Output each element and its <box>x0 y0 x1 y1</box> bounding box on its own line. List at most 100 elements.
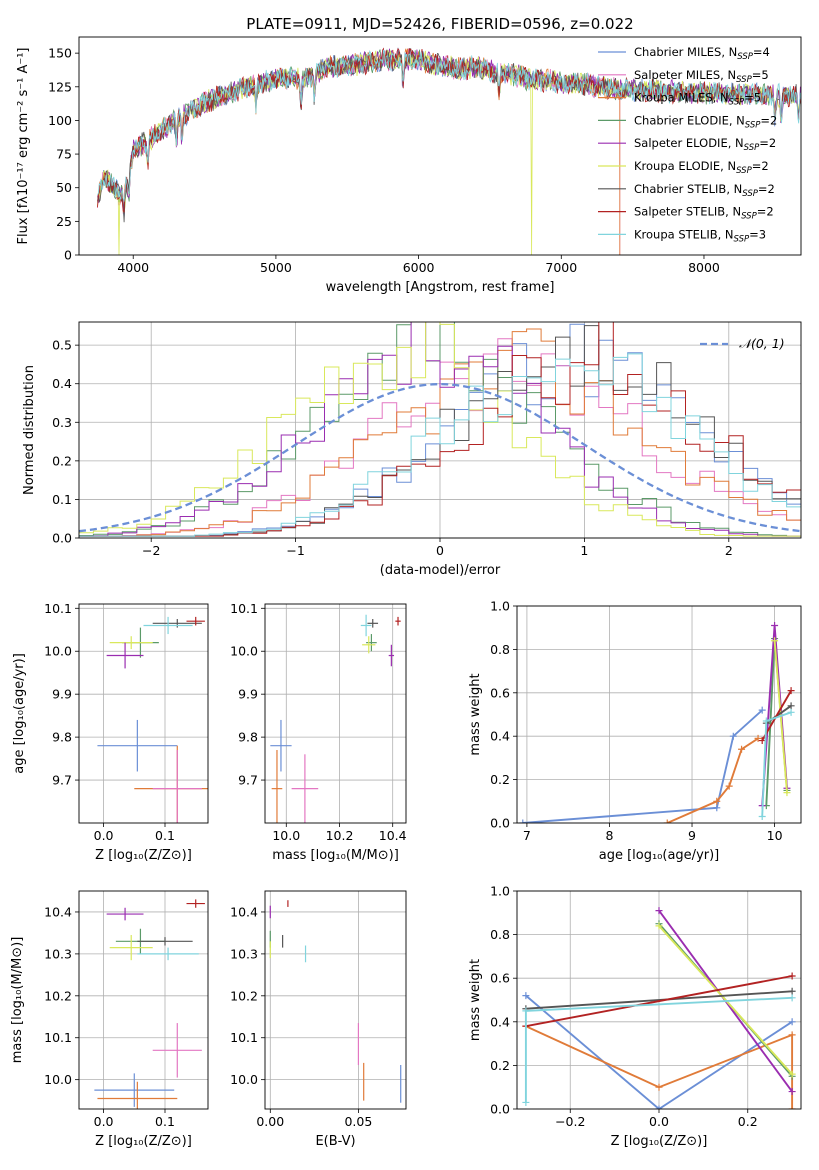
legend-value: =4 <box>753 45 770 59</box>
y-tick-label: 10.0 <box>44 644 72 659</box>
y-tick-label: 125 <box>48 79 72 94</box>
y-tick-label: 0.4 <box>490 729 510 744</box>
gridlines <box>79 604 208 823</box>
legend-value: =2 <box>760 113 777 127</box>
legend-value: =5 <box>744 91 761 105</box>
chart-title: PLATE=0911, MJD=52426, FIBERID=0596, z=0… <box>246 15 633 33</box>
legend-label: Kroupa STELIB, N <box>634 227 734 241</box>
data-layer <box>519 622 795 823</box>
x-axis-label: Z [log₁₀(Z/Z⊙)] <box>95 1134 192 1149</box>
plus-marker <box>788 1105 796 1109</box>
x-tick-label: 0 <box>436 543 444 558</box>
errorbar-point <box>137 937 193 946</box>
errorbar-point <box>106 642 144 669</box>
legend-entry: Salpeter MILES, NSSP=5 <box>634 68 769 85</box>
errorbar-point <box>186 616 205 626</box>
errorbar-point <box>97 1081 178 1109</box>
data-layer <box>270 614 401 823</box>
errorbar-point <box>388 644 395 667</box>
legend-entry: Chabrier STELIB, NSSP=2 <box>634 182 775 199</box>
legend-subscript: SSP <box>734 234 750 244</box>
errorbar-point <box>270 719 292 772</box>
legend-label: Salpeter STELIB, N <box>634 205 741 219</box>
errorbar-point <box>94 1073 175 1107</box>
axes-frame <box>78 36 802 256</box>
x-axis-label: (data-model)/error <box>380 563 501 578</box>
y-tick-label: 10.3 <box>230 946 258 961</box>
y-tick-label: 0.8 <box>490 927 510 942</box>
plus-marker <box>754 734 762 742</box>
panel-mass_vs_ebv: 0.00 0.05 10.0 10.1 10.2 10.3 10.4 E(B-V) <box>230 890 407 1149</box>
plus-marker <box>519 819 527 823</box>
legend-subscript: SSP <box>741 212 757 222</box>
y-tick-label: 10.2 <box>230 988 258 1003</box>
plus-marker <box>787 702 795 710</box>
y-tick-label: 0.1 <box>52 492 72 507</box>
errorbar-point <box>143 616 193 635</box>
plus-marker <box>788 987 796 995</box>
y-tick-label: 10.1 <box>230 601 258 616</box>
y-axis-label: mass weight <box>468 959 483 1041</box>
y-tick-label: 0.0 <box>490 816 510 831</box>
legend-entry: Kroupa STELIB, NSSP=3 <box>634 227 766 244</box>
plot-area <box>79 37 801 255</box>
errorbar-point <box>152 1023 202 1078</box>
x-axis-label: Z [log₁₀(Z/Z⊙)] <box>611 1134 708 1149</box>
plot-area <box>79 604 208 823</box>
plus-marker <box>655 922 663 930</box>
y-tick-label: 10.0 <box>44 1072 72 1087</box>
legend-entry: Salpeter ELODIE, NSSP=2 <box>634 136 776 153</box>
y-tick-label: 25 <box>56 214 72 229</box>
legend-value: =2 <box>758 182 775 196</box>
y-tick-label: 10.1 <box>44 1030 72 1045</box>
data-layer <box>522 907 796 1109</box>
y-tick-label: 0.2 <box>52 453 72 468</box>
legend-subscript: SSP <box>737 52 753 62</box>
y-tick-label: 0.0 <box>490 1102 510 1117</box>
x-tick-label: −1 <box>286 543 304 558</box>
histogram-line <box>79 338 801 537</box>
legend-value: =2 <box>759 136 776 150</box>
y-tick-label: 50 <box>56 180 72 195</box>
axes-frame <box>516 890 802 1110</box>
errorbar-point <box>271 750 283 823</box>
plus-marker <box>663 819 671 823</box>
x-tick-label: 6000 <box>403 260 435 275</box>
histogram-line <box>79 322 801 537</box>
y-tick-label: 1.0 <box>490 599 510 614</box>
y-tick-label: 10.1 <box>230 1030 258 1045</box>
errorbar-point <box>109 935 153 961</box>
y-tick-label: 0.2 <box>490 1058 510 1073</box>
plus-marker <box>762 717 770 725</box>
errorbar-point <box>97 719 178 772</box>
y-tick-label: 0.4 <box>52 376 72 391</box>
y-tick-label: 9.9 <box>52 687 72 702</box>
y-tick-label: 0.6 <box>490 685 510 700</box>
axes-frame <box>516 605 802 824</box>
y-tick-label: 9.8 <box>52 730 72 745</box>
x-tick-label: 0.1 <box>155 1114 175 1129</box>
errorbar-point <box>152 750 202 823</box>
axes-frame <box>264 890 407 1110</box>
axes-frame <box>78 321 802 539</box>
panel-spectrum: 4000 5000 6000 7000 8000 0 25 50 75 100 125 150 PLAT… <box>16 15 802 295</box>
x-tick-label: 10.4 <box>379 828 407 843</box>
plus-marker <box>725 782 733 790</box>
y-axis-label: age [log₁₀(age/yr)] <box>12 653 27 774</box>
data-layer <box>269 900 402 1103</box>
plus-marker <box>758 812 766 820</box>
x-axis-label: wavelength [Angstrom, rest frame] <box>326 280 555 295</box>
y-tick-label: 0.6 <box>490 971 510 986</box>
y-tick-label: 0.4 <box>490 1014 510 1029</box>
plus-marker <box>771 622 779 630</box>
spectrum-line <box>97 49 801 203</box>
legend-label: Chabrier MILES, N <box>634 45 737 59</box>
errorbar-point <box>360 614 372 637</box>
y-tick-label: 9.7 <box>52 773 72 788</box>
legend-label: Kroupa ELODIE, N <box>634 159 736 173</box>
x-tick-label: 8 <box>605 828 613 843</box>
panel-mass_vs_Z: 0.0 0.1 10.0 10.1 10.2 10.3 10.4 Z [log₁₀(Z/Z⊙)… <box>10 890 209 1149</box>
legend-entry: Chabrier MILES, NSSP=4 <box>634 45 770 62</box>
axes-frame <box>264 603 407 824</box>
legend: 𝒩(0, 1) <box>700 336 785 351</box>
